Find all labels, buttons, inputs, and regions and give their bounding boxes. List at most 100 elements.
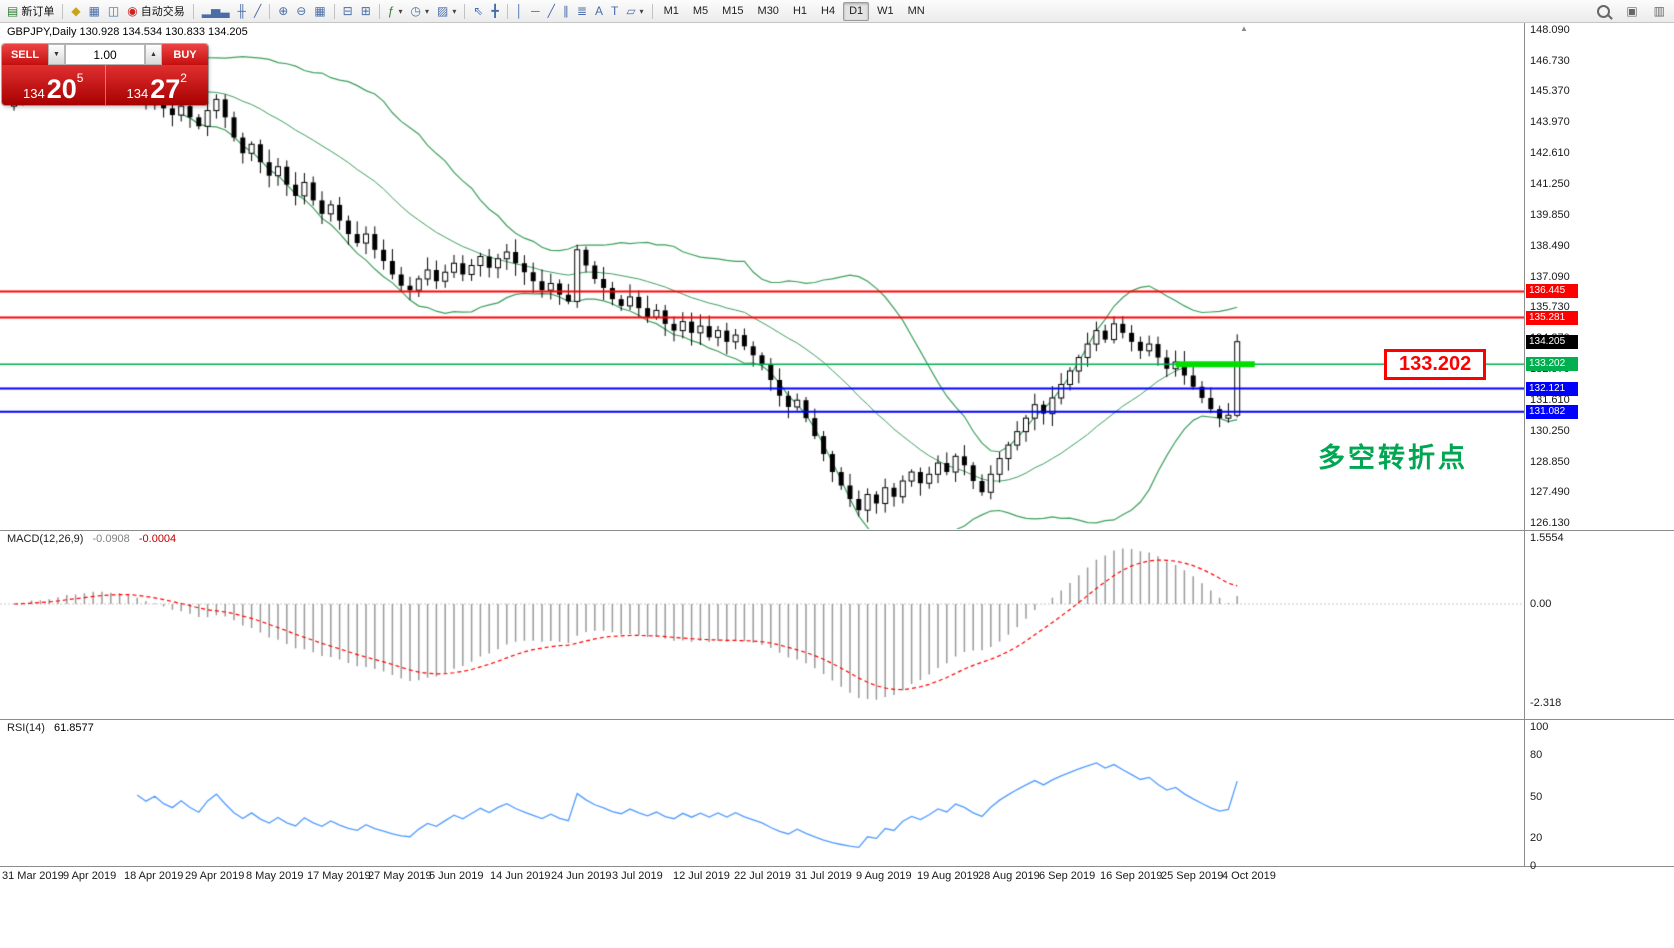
navigator-button[interactable]: ◫ <box>104 2 123 21</box>
volume-input[interactable] <box>65 44 145 65</box>
trendline-button[interactable]: ╱ <box>544 2 559 21</box>
buy-button[interactable]: BUY <box>162 44 208 65</box>
price-chart-canvas[interactable] <box>0 22 1524 866</box>
timeframe-mn-button[interactable]: MN <box>907 5 925 17</box>
bar-chart-button[interactable]: ▂▅▃ <box>198 2 234 21</box>
indicators-icon: ƒ <box>387 4 395 18</box>
price-axis-tick: 145.370 <box>1530 85 1570 98</box>
horizontal-line-button[interactable]: ─ <box>527 2 544 21</box>
dropdown-caret-icon: ▾ <box>639 6 644 16</box>
price-axis-tick: 137.090 <box>1530 270 1570 283</box>
rsi-name: RSI(14) <box>7 722 45 734</box>
price-axis-tick: 130.250 <box>1530 424 1570 437</box>
buy-price-base: 134 <box>126 85 149 101</box>
macd-value-main: -0.0908 <box>92 533 130 545</box>
toolbar-group: ◆ ▦ ◫ ◉ 自动交易 <box>67 2 188 21</box>
date-axis-label: 22 Jul 2019 <box>734 870 791 882</box>
price-axis-tick: 141.250 <box>1530 177 1570 190</box>
periods-button[interactable]: ◷ ▾ <box>406 2 433 21</box>
panel-divider[interactable] <box>0 530 1674 531</box>
volume-up-button[interactable]: ▲ <box>145 44 162 65</box>
price-axis-tick: 146.730 <box>1530 54 1570 67</box>
macd-value-signal: -0.0004 <box>138 533 177 545</box>
crosshair-button[interactable]: ╋ <box>487 2 502 21</box>
search-button[interactable] <box>1593 2 1614 21</box>
fibonacci-icon: ≣ <box>576 4 587 18</box>
fullscreen-icon: ▣ <box>1626 4 1638 18</box>
fibonacci-button[interactable]: ≣ <box>573 2 591 21</box>
templates-button[interactable]: ▨ ▾ <box>433 2 460 21</box>
level-price-badge: 135.281 <box>1526 310 1578 325</box>
date-axis-label: 9 Aug 2019 <box>856 870 912 882</box>
date-axis-label: 27 May 2019 <box>368 870 432 882</box>
toolbar-separator <box>269 3 271 19</box>
toolbar-group: ƒ ▾ ◷ ▾ ▨ ▾ <box>384 2 461 21</box>
timeframe-d1-button[interactable]: D1 <box>843 1 870 21</box>
timeframe-h1-button[interactable]: H1 <box>792 5 807 17</box>
one-click-trading-panel: SELL ▼ ▲ BUY 134 20 5 134 27 2 <box>2 44 208 105</box>
zoom-in-button[interactable]: ⊕ <box>274 2 292 21</box>
timeframe-m5-button[interactable]: M5 <box>692 5 709 17</box>
toolbar-separator <box>464 3 466 19</box>
turning-point-annotation[interactable]: 多空转折点 <box>1318 443 1468 473</box>
sell-price-display[interactable]: 134 20 5 <box>2 65 105 105</box>
label-button[interactable]: T <box>607 2 622 21</box>
market-watch-button[interactable]: ◆ <box>67 2 84 21</box>
candlestick-chart-icon: ╫ <box>237 4 246 18</box>
toolbar-group: ▤ 新订单 <box>3 2 58 21</box>
toolbar-group: │ ─ ╱ ∥ ≣ A T ▱ ▾ <box>512 2 648 21</box>
toolbar-group: ⇖ ╋ <box>469 2 502 21</box>
date-axis-label: 5 Jun 2019 <box>429 870 484 882</box>
date-axis-label: 25 Sep 2019 <box>1161 870 1224 882</box>
rsi-axis-tick: 20 <box>1530 832 1543 845</box>
level-price-badge: 131.082 <box>1526 404 1578 419</box>
toolbar-group: ⊕ ⊖ ▦ <box>274 2 329 21</box>
level-price-badge: 133.202 <box>1526 357 1578 372</box>
bar-chart-icon: ▂▅▃ <box>201 4 230 18</box>
buy-price-point: 2 <box>180 71 187 85</box>
cursor-button[interactable]: ⇖ <box>469 2 487 21</box>
sell-button[interactable]: SELL <box>2 44 48 65</box>
sell-price-point: 5 <box>76 71 84 85</box>
arrange-windows-button[interactable]: ⊞ <box>357 2 375 21</box>
date-axis-label: 6 Sep 2019 <box>1039 870 1096 882</box>
timeframe-m1-button[interactable]: M1 <box>663 5 679 17</box>
buy-price-display[interactable]: 134 27 2 <box>104 65 208 105</box>
autotrading-button[interactable]: ◉ 自动交易 <box>123 2 188 21</box>
cascade-windows-button[interactable]: ⊟ <box>339 2 357 21</box>
tile-windows-icon: ▦ <box>314 4 326 18</box>
data-window-button[interactable]: ▦ <box>85 2 104 21</box>
volume-down-button[interactable]: ▼ <box>48 44 65 65</box>
timeframe-w1-button[interactable]: W1 <box>877 5 894 17</box>
date-axis-label: 16 Sep 2019 <box>1100 870 1163 882</box>
panel-divider[interactable] <box>0 719 1674 720</box>
new-order-button[interactable]: ▤ 新订单 <box>3 2 58 21</box>
date-axis-label: 18 Apr 2019 <box>124 870 184 882</box>
shapes-button[interactable]: ▱ ▾ <box>622 2 647 21</box>
toolbar-separator <box>378 3 380 19</box>
date-axis-label: 24 Jun 2019 <box>551 870 612 882</box>
toolbar-right-group: ▣ ▥ <box>1593 2 1674 21</box>
chart-shift-marker-icon[interactable]: ▲ <box>1240 24 1248 33</box>
line-chart-button[interactable]: ╱ <box>250 2 265 21</box>
zoom-out-button[interactable]: ⊖ <box>292 2 310 21</box>
price-annotation-box[interactable]: 133.202 <box>1384 349 1487 380</box>
toolbar-separator <box>506 3 508 19</box>
date-axis-label: 12 Jul 2019 <box>673 870 730 882</box>
fullscreen-button[interactable]: ▣ <box>1622 2 1641 21</box>
timeframe-m15-button[interactable]: M15 <box>722 5 744 17</box>
tile-windows-button[interactable]: ▦ <box>310 2 329 21</box>
new-order-icon: ▤ <box>7 4 19 18</box>
window-list-button[interactable]: ▥ <box>1650 2 1669 21</box>
text-button[interactable]: A <box>591 2 607 21</box>
timeframe-m30-button[interactable]: M30 <box>757 5 779 17</box>
indicators-button[interactable]: ƒ ▾ <box>384 2 407 21</box>
vertical-line-button[interactable]: │ <box>512 2 528 21</box>
channel-button[interactable]: ∥ <box>559 2 573 21</box>
price-axis-tick: 138.490 <box>1530 239 1570 252</box>
timeframe-h4-button[interactable]: H4 <box>821 5 836 17</box>
data-window-icon: ▦ <box>88 4 100 18</box>
toolbar-group: ⊟ ⊞ <box>339 2 375 21</box>
rsi-indicator-label: RSI(14) 61.8577 <box>7 722 94 734</box>
candlestick-chart-button[interactable]: ╫ <box>233 2 250 21</box>
